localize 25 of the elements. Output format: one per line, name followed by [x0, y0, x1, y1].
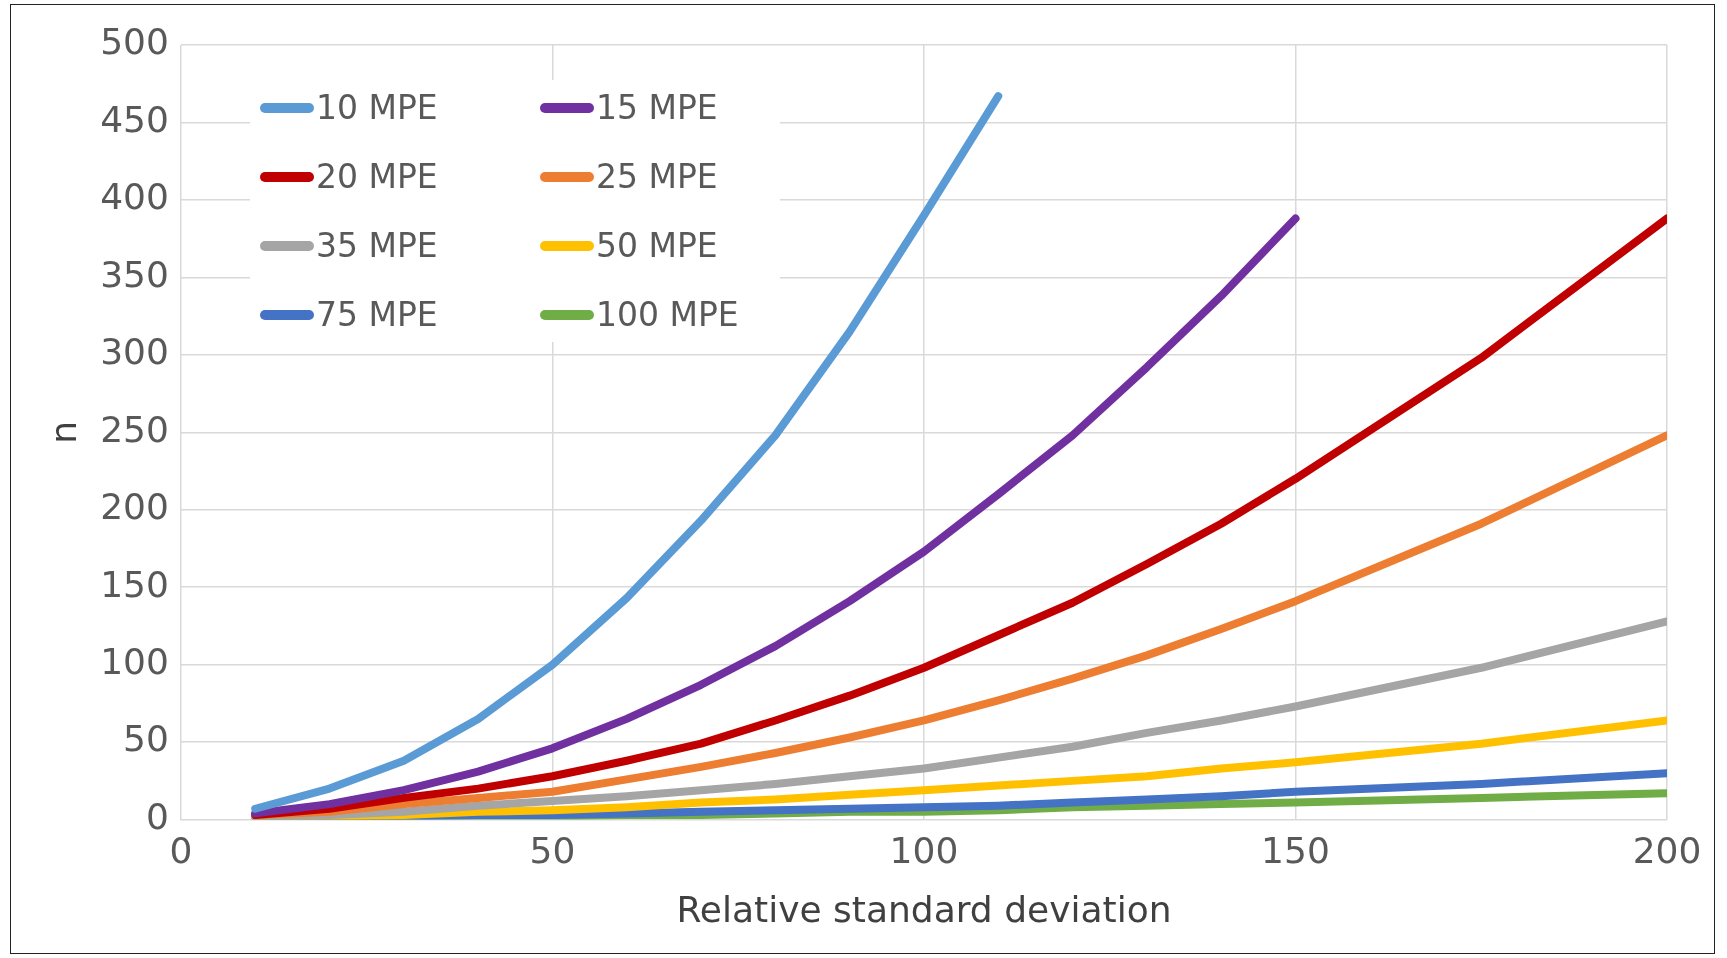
y-tick-label: 350 — [100, 253, 169, 295]
legend-label: 20 MPE — [316, 157, 438, 196]
y-tick-label: 0 — [146, 795, 169, 837]
y-tick-label: 50 — [123, 718, 169, 760]
x-tick-label: 100 — [889, 829, 959, 871]
legend-label: 35 MPE — [316, 226, 438, 265]
legend-label: 100 MPE — [596, 295, 739, 334]
x-tick-label: 50 — [529, 829, 576, 871]
y-tick-label: 100 — [100, 641, 169, 683]
y-tick-label: 200 — [100, 486, 169, 528]
y-tick-label: 450 — [100, 98, 169, 140]
x-tick-label: 150 — [1261, 829, 1330, 871]
x-axis-title: Relative standard deviation — [676, 888, 1172, 930]
y-axis-title: n — [42, 420, 84, 444]
legend-label: 75 MPE — [316, 295, 438, 334]
legend-label: 25 MPE — [596, 157, 718, 196]
legend-label: 15 MPE — [596, 88, 718, 127]
x-tick-label: 200 — [1632, 829, 1702, 871]
y-tick-label: 300 — [100, 331, 169, 373]
y-tick-label: 250 — [100, 408, 169, 450]
y-tick-label: 400 — [100, 176, 169, 218]
y-tick-label: 500 — [100, 21, 169, 63]
legend-label: 50 MPE — [596, 226, 718, 265]
legend-label: 10 MPE — [316, 88, 438, 127]
y-tick-label: 150 — [100, 563, 169, 605]
